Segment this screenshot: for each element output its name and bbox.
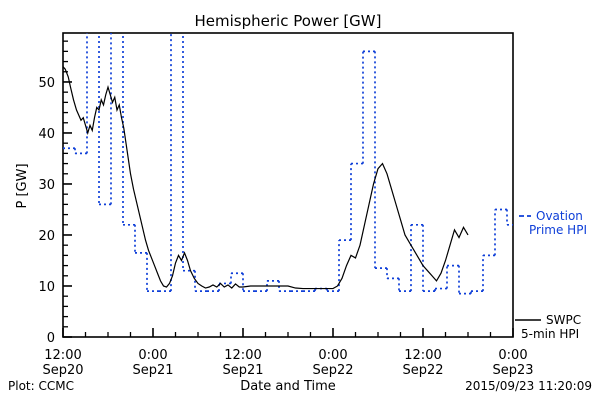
y-tick-label: 30	[38, 178, 55, 193]
x-tick-label-date: Sep22	[312, 363, 353, 378]
x-tick-label-date: Sep22	[402, 363, 443, 378]
x-tick-label-date: Sep21	[222, 363, 263, 378]
legend-swpc-label-line1: SWPC	[546, 313, 581, 327]
y-axis-ticks	[63, 40, 72, 338]
x-axis-ticks	[62, 328, 514, 337]
y-tick-label: 40	[38, 127, 55, 142]
x-tick-label-time: 0:00	[318, 348, 347, 363]
legend-ovation: Ovation Prime HPI	[519, 209, 587, 237]
y-tick-label: 50	[38, 76, 55, 91]
x-axis-title: Date and Time	[240, 379, 336, 394]
series-swpc-5min-hpi	[63, 66, 469, 290]
plot-clip-region	[63, 33, 513, 295]
page-title: Hemispheric Power [GW]	[195, 12, 382, 30]
x-tick-label-time: 0:00	[498, 348, 527, 363]
x-tick-label-time: 12:00	[224, 348, 261, 363]
x-tick-label-date: Sep20	[42, 363, 83, 378]
y-tick-label: 20	[38, 229, 55, 244]
y-axis-tick-labels: 0 10 20 30 40 50	[38, 76, 55, 346]
y-tick-label: 0	[47, 331, 55, 346]
x-tick-label-date: Sep21	[132, 363, 173, 378]
x-tick-label-time: 0:00	[138, 348, 167, 363]
legend-swpc: SWPC 5-min HPI	[515, 313, 581, 341]
x-axis-tick-labels: 12:00Sep200:00Sep2112:00Sep210:00Sep2212…	[42, 348, 533, 378]
plot-timestamp: 2015/09/23 11:20:09	[465, 379, 592, 393]
legend-ovation-label-line1: Ovation	[536, 209, 583, 223]
y-axis-title: P [GW]	[15, 163, 30, 208]
x-tick-label-time: 12:00	[44, 348, 81, 363]
x-tick-label-time: 12:00	[404, 348, 441, 363]
x-tick-label-date: Sep23	[492, 363, 533, 378]
legend-swpc-label-line2: 5-min HPI	[521, 327, 579, 341]
y-tick-label: 10	[38, 280, 55, 295]
legend-ovation-label-line2: Prime HPI	[529, 223, 587, 237]
plot-credit: Plot: CCMC	[8, 379, 74, 393]
